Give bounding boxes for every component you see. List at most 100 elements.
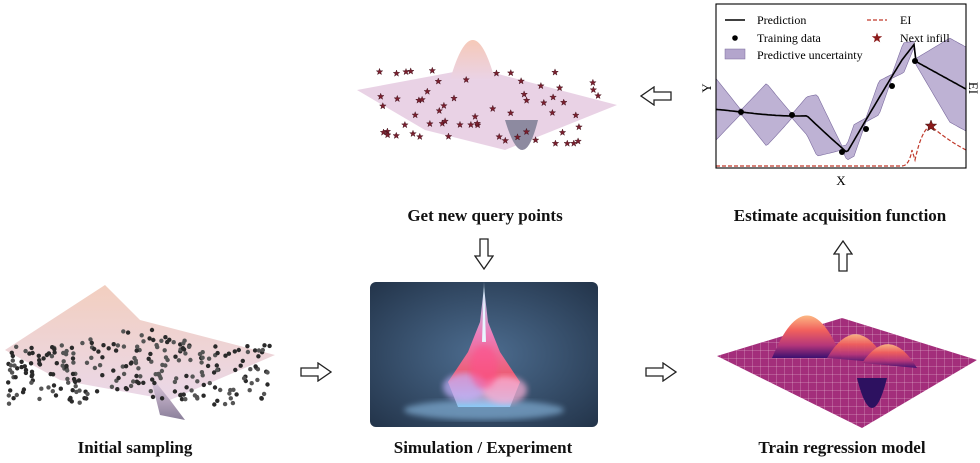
sample-point (174, 376, 179, 381)
sample-point (6, 401, 12, 406)
sample-point (8, 388, 13, 393)
sample-point (155, 344, 160, 350)
sample-point (71, 376, 77, 382)
sample-point (181, 392, 186, 397)
sample-point (184, 385, 189, 390)
sample-point (101, 343, 106, 348)
query-points-panel (355, 10, 620, 170)
next-infill-star (924, 119, 938, 132)
simulation-image (370, 282, 598, 427)
sample-point (199, 370, 205, 375)
query-star (570, 139, 578, 147)
sample-point (159, 368, 165, 374)
sample-point (92, 365, 98, 371)
training-point (863, 126, 869, 132)
sample-point (8, 363, 14, 368)
sample-point (37, 358, 42, 363)
sample-point (245, 344, 250, 349)
sample-point (54, 361, 59, 366)
query-star (402, 67, 410, 76)
query-star (558, 128, 567, 136)
sample-point (113, 348, 119, 353)
query-star (492, 69, 501, 77)
legend-next-infill: Next infill (900, 31, 950, 45)
legend-prediction: Prediction (757, 13, 806, 27)
sample-point (147, 336, 152, 341)
sample-point (139, 333, 144, 338)
sample-point (163, 335, 168, 340)
sample-point (136, 366, 141, 371)
sample-point (249, 381, 254, 386)
sample-point (64, 363, 69, 369)
sample-point (172, 389, 178, 394)
sample-point (162, 348, 167, 353)
query-star (456, 120, 464, 128)
sample-point (186, 344, 192, 349)
sample-point (120, 364, 126, 369)
sample-point (223, 353, 228, 358)
query-star (409, 129, 417, 137)
sample-point (13, 375, 18, 380)
sample-point (183, 397, 188, 402)
sample-point (151, 337, 156, 343)
query-star (574, 137, 582, 145)
query-star (589, 78, 597, 86)
up-arrow-icon (833, 240, 853, 272)
sample-point (58, 386, 63, 391)
sample-point (28, 361, 34, 366)
sample-point (207, 380, 212, 386)
sample-point (159, 396, 165, 401)
sample-point (152, 380, 157, 386)
sample-point (80, 340, 85, 346)
sample-point (71, 351, 76, 356)
sample-point (158, 376, 163, 381)
sample-point (180, 346, 186, 351)
training-point (738, 109, 744, 115)
sample-point (10, 358, 15, 363)
sample-point (184, 373, 189, 379)
legend-star-icon (871, 32, 883, 43)
sample-point (248, 367, 253, 372)
training-points (738, 58, 918, 155)
query-star (450, 94, 458, 102)
query-star (423, 87, 432, 95)
sample-point (201, 382, 206, 388)
y-axis-label: Y (699, 83, 714, 93)
initial-sampling-panel (0, 280, 280, 430)
sample-point (165, 339, 170, 345)
sample-point (97, 363, 103, 368)
query-star (375, 67, 384, 76)
sample-point (159, 338, 164, 343)
sample-point (183, 351, 188, 356)
sample-point (197, 351, 203, 357)
sample-point (256, 348, 262, 353)
sample-point (131, 379, 136, 384)
sample-point (65, 376, 70, 382)
sample-point (259, 396, 264, 401)
sample-point (6, 380, 11, 385)
sample-point (30, 350, 35, 356)
sample-point (59, 343, 64, 348)
sample-point (65, 368, 70, 373)
sample-point (150, 377, 155, 382)
initial-sampling-caption: Initial sampling (77, 438, 193, 457)
sample-point (134, 348, 139, 353)
query-star (392, 69, 401, 77)
query-star (418, 95, 426, 103)
query-star (575, 123, 583, 131)
sample-point (228, 396, 233, 401)
sample-point (141, 339, 146, 344)
sample-point (188, 357, 193, 363)
query-star (406, 67, 415, 75)
sample-point (213, 344, 218, 349)
sample-point (69, 399, 75, 404)
sample-point (138, 374, 143, 379)
right-arrow-icon (300, 362, 332, 382)
regression-surface (712, 278, 980, 438)
legend-uncertainty: Predictive uncertainty (757, 48, 863, 62)
sample-point (9, 350, 14, 355)
sample-point (233, 367, 238, 373)
sample-point (182, 338, 187, 343)
sample-point (36, 353, 41, 358)
sample-point (215, 367, 220, 373)
